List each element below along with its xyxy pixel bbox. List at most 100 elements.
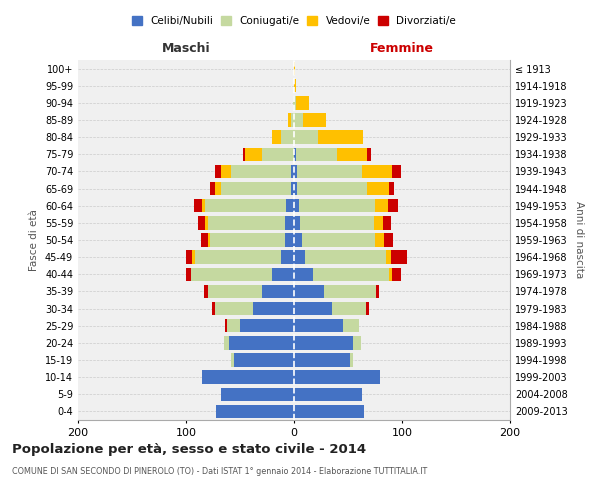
Bar [221, 182, 291, 196]
Text: Popolazione per età, sesso e stato civile - 2014: Popolazione per età, sesso e stato civil… [12, 442, 366, 456]
Bar [205, 216, 208, 230]
Bar [281, 250, 294, 264]
Bar [294, 319, 343, 332]
Bar [262, 284, 294, 298]
Bar [383, 216, 391, 230]
Bar [281, 130, 294, 144]
Text: COMUNE DI SAN SECONDO DI PINEROLO (TO) - Dati ISTAT 1° gennaio 2014 - Elaborazio: COMUNE DI SAN SECONDO DI PINEROLO (TO) -… [12, 468, 427, 476]
Bar [262, 148, 294, 161]
Bar [201, 234, 208, 246]
Bar [313, 268, 389, 281]
Bar [208, 234, 210, 246]
Bar [362, 164, 392, 178]
Bar [374, 216, 383, 230]
Bar [291, 114, 294, 126]
Bar [294, 388, 362, 401]
Bar [296, 148, 337, 161]
Bar [233, 354, 294, 366]
Bar [388, 199, 398, 212]
Bar [324, 284, 376, 298]
Bar [194, 250, 281, 264]
Bar [350, 354, 353, 366]
Bar [296, 96, 309, 110]
Bar [301, 216, 374, 230]
Bar [210, 182, 215, 196]
Bar [294, 79, 296, 92]
Bar [294, 404, 364, 418]
Bar [343, 319, 359, 332]
Bar [243, 148, 245, 161]
Bar [286, 234, 294, 246]
Bar [212, 302, 215, 316]
Bar [294, 234, 302, 246]
Bar [227, 319, 240, 332]
Bar [294, 354, 350, 366]
Bar [232, 354, 233, 366]
Bar [215, 164, 221, 178]
Bar [294, 130, 318, 144]
Bar [229, 336, 294, 349]
Bar [294, 114, 302, 126]
Bar [302, 114, 326, 126]
Bar [353, 336, 361, 349]
Bar [389, 182, 394, 196]
Bar [202, 199, 205, 212]
Bar [305, 250, 386, 264]
Bar [391, 250, 407, 264]
Bar [221, 388, 294, 401]
Bar [225, 319, 227, 332]
Bar [367, 182, 389, 196]
Bar [272, 268, 294, 281]
Bar [186, 250, 193, 264]
Bar [375, 199, 388, 212]
Bar [294, 302, 332, 316]
Bar [291, 182, 294, 196]
Bar [287, 114, 291, 126]
Bar [294, 268, 313, 281]
Bar [286, 216, 294, 230]
Bar [198, 216, 205, 230]
Bar [191, 268, 272, 281]
Bar [210, 234, 286, 246]
Bar [221, 164, 232, 178]
Bar [294, 182, 297, 196]
Legend: Celibi/Nubili, Coniugati/e, Vedovi/e, Divorziati/e: Celibi/Nubili, Coniugati/e, Vedovi/e, Di… [129, 12, 459, 29]
Bar [367, 148, 371, 161]
Bar [291, 164, 294, 178]
Bar [376, 284, 379, 298]
Bar [245, 148, 262, 161]
Bar [392, 268, 401, 281]
Bar [294, 284, 324, 298]
Bar [286, 199, 294, 212]
Bar [253, 302, 294, 316]
Bar [294, 250, 305, 264]
Bar [294, 96, 296, 110]
Y-axis label: Fasce di età: Fasce di età [29, 209, 39, 271]
Bar [392, 164, 401, 178]
Bar [216, 404, 294, 418]
Bar [205, 284, 208, 298]
Bar [224, 336, 229, 349]
Bar [302, 234, 375, 246]
Bar [208, 284, 262, 298]
Bar [294, 164, 297, 178]
Bar [297, 182, 367, 196]
Bar [193, 250, 194, 264]
Bar [294, 148, 296, 161]
Bar [297, 164, 362, 178]
Bar [299, 199, 375, 212]
Bar [332, 302, 367, 316]
Bar [208, 216, 286, 230]
Bar [232, 164, 291, 178]
Bar [202, 370, 294, 384]
Bar [294, 336, 353, 349]
Bar [215, 302, 253, 316]
Bar [293, 96, 294, 110]
Bar [294, 216, 301, 230]
Bar [294, 370, 380, 384]
Bar [337, 148, 367, 161]
Bar [367, 302, 368, 316]
Text: Femmine: Femmine [370, 42, 434, 55]
Bar [205, 199, 286, 212]
Bar [186, 268, 191, 281]
